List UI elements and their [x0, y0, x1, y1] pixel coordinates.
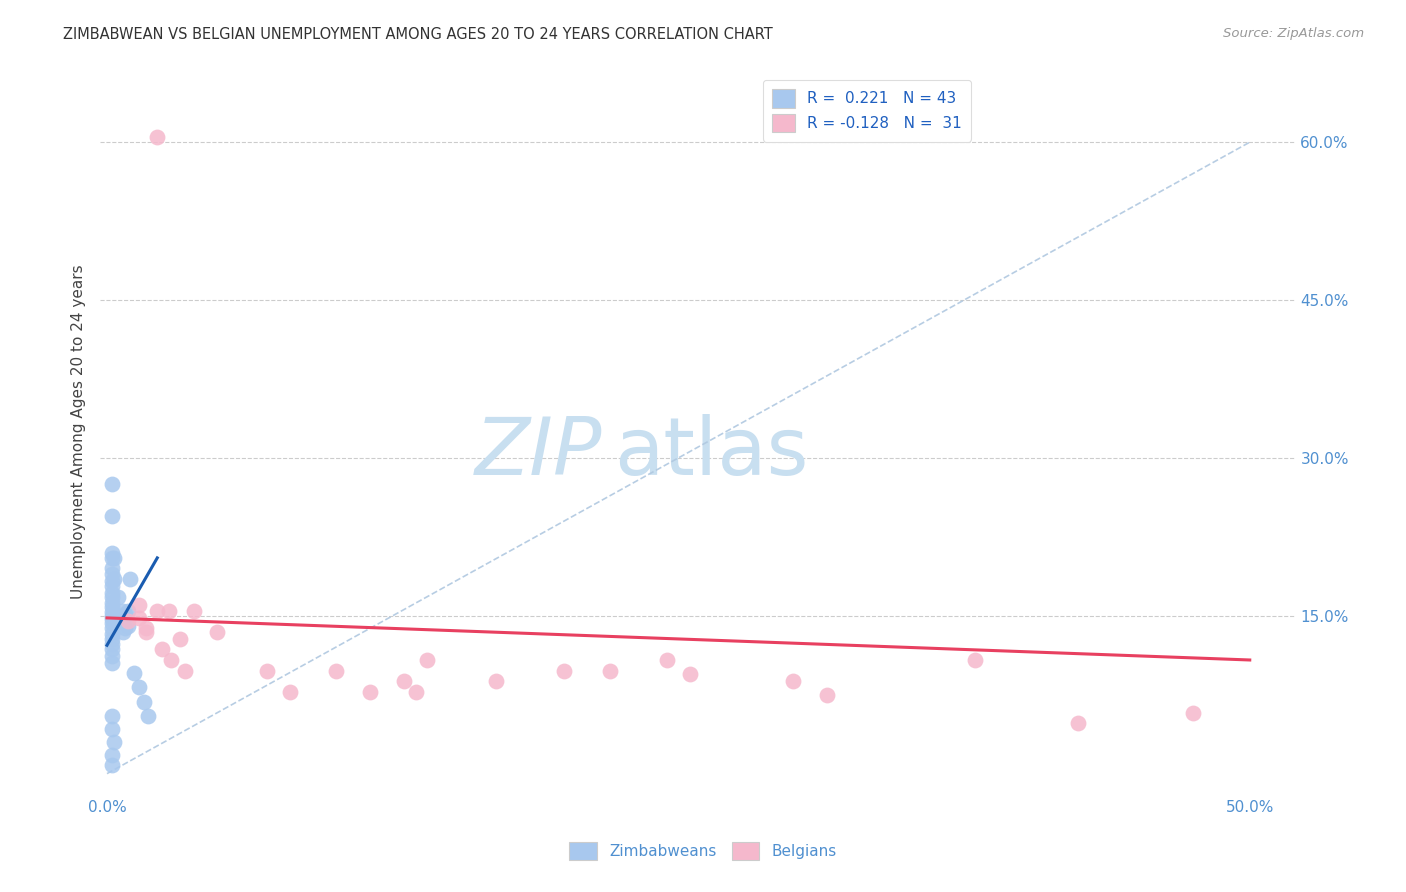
Text: atlas: atlas	[614, 415, 808, 492]
Point	[100, 608, 122, 623]
Point	[111, 624, 134, 639]
Point	[160, 653, 183, 667]
Point	[157, 603, 180, 617]
Point	[100, 656, 122, 670]
Point	[100, 600, 122, 615]
Point	[205, 624, 228, 639]
Point	[118, 572, 141, 586]
Point	[124, 665, 146, 680]
Point	[100, 632, 122, 646]
Point	[128, 611, 150, 625]
Text: ZIMBABWEAN VS BELGIAN UNEMPLOYMENT AMONG AGES 20 TO 24 YEARS CORRELATION CHART: ZIMBABWEAN VS BELGIAN UNEMPLOYMENT AMONG…	[63, 27, 773, 42]
Point	[100, 708, 122, 723]
Point	[100, 590, 122, 604]
Point	[103, 572, 125, 586]
Point	[100, 596, 122, 610]
Point	[111, 603, 134, 617]
Point	[100, 477, 122, 491]
Point	[183, 603, 205, 617]
Point	[146, 130, 169, 145]
Point	[100, 574, 122, 588]
Point	[114, 622, 136, 636]
Point	[146, 603, 169, 617]
Point	[965, 653, 987, 667]
Point	[100, 723, 122, 737]
Point	[100, 579, 122, 593]
Point	[100, 637, 122, 651]
Point	[599, 664, 621, 678]
Point	[100, 612, 122, 626]
Point	[128, 599, 150, 613]
Point	[100, 648, 122, 663]
Point	[100, 585, 122, 599]
Text: ZIP: ZIP	[475, 415, 602, 492]
Point	[655, 653, 678, 667]
Point	[114, 607, 136, 621]
Point	[103, 550, 125, 565]
Point	[100, 550, 122, 565]
Legend: R =  0.221   N = 43, R = -0.128   N =  31: R = 0.221 N = 43, R = -0.128 N = 31	[763, 79, 972, 142]
Point	[416, 653, 439, 667]
Point	[405, 684, 427, 698]
Point	[107, 590, 129, 604]
Point	[100, 758, 122, 772]
Point	[169, 632, 191, 646]
Point	[325, 664, 347, 678]
Point	[392, 673, 415, 688]
Point	[256, 664, 278, 678]
Point	[782, 673, 804, 688]
Point	[278, 684, 301, 698]
Point	[173, 664, 195, 678]
Point	[100, 622, 122, 636]
Point	[128, 681, 150, 695]
Point	[100, 566, 122, 581]
Point	[117, 603, 139, 617]
Point	[553, 664, 575, 678]
Point	[100, 546, 122, 560]
Point	[100, 747, 122, 762]
Point	[135, 624, 157, 639]
Point	[679, 666, 702, 681]
Y-axis label: Unemployment Among Ages 20 to 24 years: Unemployment Among Ages 20 to 24 years	[72, 264, 86, 599]
Point	[1067, 716, 1090, 731]
Point	[132, 695, 155, 709]
Point	[484, 673, 506, 688]
Legend: Zimbabweans, Belgians: Zimbabweans, Belgians	[564, 836, 842, 866]
Point	[117, 619, 139, 633]
Point	[135, 622, 157, 636]
Point	[100, 561, 122, 575]
Point	[103, 735, 125, 749]
Point	[815, 688, 838, 702]
Point	[100, 626, 122, 640]
Point	[1181, 706, 1204, 720]
Point	[100, 642, 122, 657]
Point	[100, 616, 122, 631]
Point	[359, 684, 381, 698]
Point	[100, 605, 122, 619]
Point	[136, 708, 159, 723]
Text: Source: ZipAtlas.com: Source: ZipAtlas.com	[1223, 27, 1364, 40]
Point	[111, 614, 134, 628]
Point	[100, 508, 122, 523]
Point	[150, 642, 173, 657]
Point	[117, 614, 139, 628]
